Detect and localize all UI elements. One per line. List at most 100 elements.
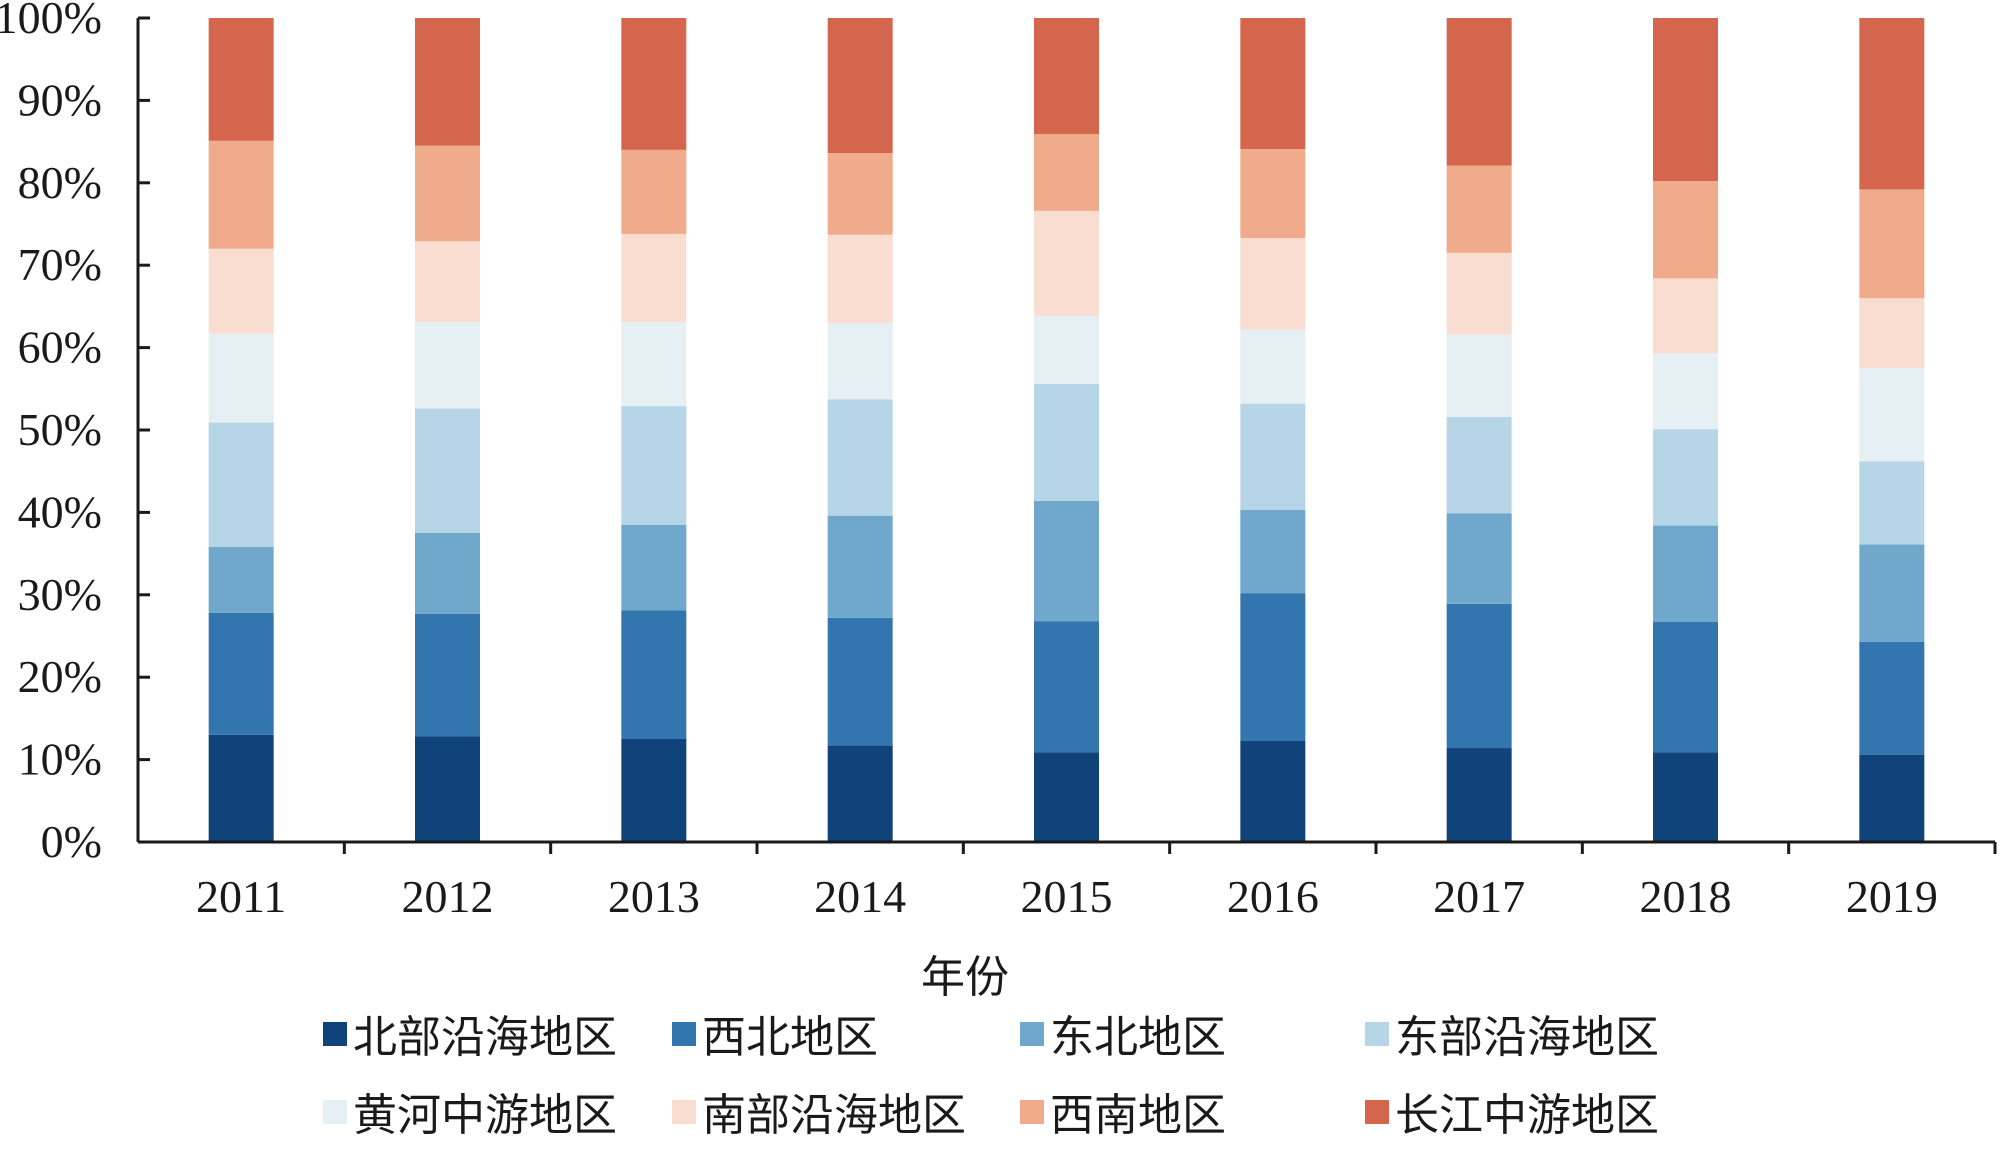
y-tick-label: 60% [18, 322, 102, 373]
bar-segment [1859, 18, 1925, 190]
bar-segment [1240, 238, 1306, 330]
bar-segment [415, 145, 480, 242]
bar-segment [1653, 278, 1718, 354]
bar-segment [208, 333, 274, 423]
bar-segment [1653, 525, 1718, 622]
y-tick-label: 30% [18, 569, 102, 620]
legend-label: 东部沿海地区 [1395, 1012, 1659, 1063]
bar-segment [827, 234, 893, 323]
bar-segment [1240, 593, 1306, 741]
bar-segment [1653, 621, 1718, 753]
bar-segment [1240, 740, 1306, 842]
bar-segment [1446, 165, 1512, 253]
y-tick-label: 100% [0, 0, 102, 43]
bar-segment [1653, 752, 1718, 842]
bar-segment [1446, 18, 1512, 166]
bar-segment [1240, 329, 1306, 404]
bar-segment [1034, 18, 1099, 135]
bar-segment [621, 322, 687, 407]
bar-segment [1653, 18, 1718, 182]
x-tick-label: 2013 [608, 871, 700, 922]
bar-segment [1859, 368, 1925, 462]
legend-label: 南部沿海地区 [702, 1090, 966, 1141]
bar-segment [827, 322, 893, 400]
bar-segment [208, 422, 274, 548]
bar-segment [208, 734, 274, 842]
y-tick-label: 20% [18, 651, 102, 702]
legend-swatch [323, 1100, 347, 1124]
bar-segment [1034, 210, 1099, 316]
bar-segment [827, 153, 893, 235]
bar-segment [1859, 461, 1925, 545]
bar-segment [1240, 403, 1306, 510]
bar-segment [208, 248, 274, 334]
bar-segment [827, 617, 893, 746]
bar-segment [415, 613, 480, 737]
bar-segment [1859, 754, 1925, 842]
bar-segment [1034, 315, 1099, 384]
y-tick-label: 80% [18, 157, 102, 208]
bar-segment [1034, 134, 1099, 211]
x-tick-label: 2018 [1640, 871, 1732, 922]
legend-label: 东北地区 [1050, 1012, 1226, 1063]
legend-swatch [1365, 1022, 1389, 1046]
bar-segment [1859, 544, 1925, 642]
bar-segment [827, 399, 893, 516]
legend-label: 长江中游地区 [1395, 1090, 1659, 1141]
bar-segment [415, 241, 480, 323]
x-tick-label: 2015 [1021, 871, 1113, 922]
legend-label: 黄河中游地区 [353, 1090, 617, 1141]
bars-group [208, 18, 1925, 842]
bar-segment [415, 533, 480, 614]
y-tick-label: 70% [18, 239, 102, 290]
legend-label: 北部沿海地区 [353, 1012, 617, 1063]
legend-swatch [1365, 1100, 1389, 1124]
bar-segment [208, 18, 274, 141]
legend-label: 西北地区 [702, 1012, 878, 1063]
bar-segment [1240, 509, 1306, 594]
bar-segment [621, 524, 687, 611]
bar-segment [1240, 149, 1306, 239]
bar-segment [1446, 513, 1512, 604]
bar-segment [208, 547, 274, 613]
x-tick-label: 2016 [1227, 871, 1319, 922]
legend-swatch [672, 1022, 696, 1046]
bar-segment [1446, 334, 1512, 417]
y-axis-ticks: 0% 10% 20% 30% 40% 50% 60% 70% 80% 90% 100% [0, 0, 150, 867]
bar-segment [1446, 748, 1512, 842]
bar-segment [1034, 500, 1099, 622]
y-tick-label: 10% [18, 734, 102, 785]
bar-segment [415, 408, 480, 533]
x-tick-label: 2019 [1846, 871, 1938, 922]
bar-segment [827, 18, 893, 154]
x-axis-title: 年份 [921, 952, 1009, 1003]
bar-segment [1859, 641, 1925, 755]
legend-label: 西南地区 [1050, 1090, 1226, 1141]
bar-segment [621, 18, 687, 150]
bar-segment [1653, 353, 1718, 430]
y-tick-label: 90% [18, 74, 102, 125]
bar-segment [827, 515, 893, 618]
bar-segment [1859, 189, 1925, 299]
x-tick-label: 2011 [196, 871, 286, 922]
bar-segment [415, 18, 480, 146]
legend-swatch [672, 1100, 696, 1124]
bar-segment [1240, 18, 1306, 150]
bar-segment [1446, 416, 1512, 514]
y-tick-label: 40% [18, 486, 102, 537]
bar-segment [621, 149, 687, 234]
bar-segment [1859, 298, 1925, 369]
bar-segment [1034, 621, 1099, 753]
bar-segment [621, 610, 687, 739]
bar-segment [1446, 603, 1512, 749]
bar-segment [208, 140, 274, 249]
bar-segment [1653, 429, 1718, 526]
bar-segment [415, 736, 480, 842]
bar-segment [621, 233, 687, 323]
bar-segment [1653, 181, 1718, 279]
x-tick-label: 2017 [1433, 871, 1525, 922]
bar-segment [1034, 383, 1099, 501]
legend-swatch [323, 1022, 347, 1046]
